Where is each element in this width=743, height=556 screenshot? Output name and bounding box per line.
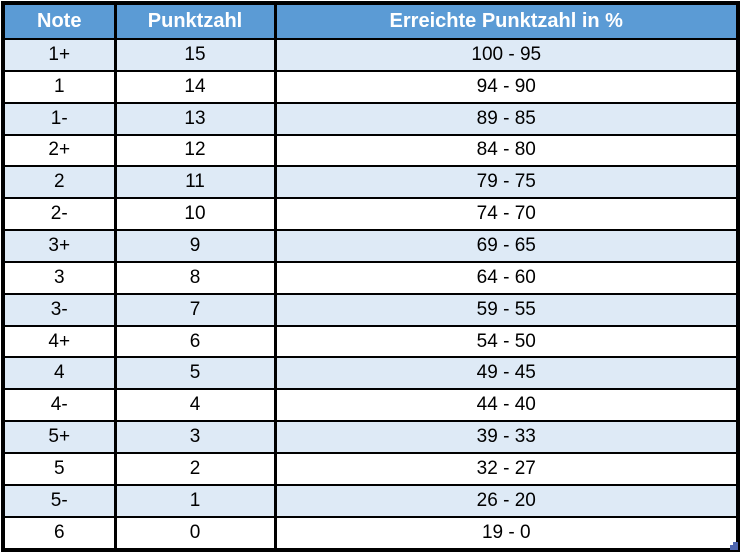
cell-note: 2 [1, 165, 117, 200]
cell-punktzahl: 0 [113, 515, 277, 552]
cell-prozent: 59 - 55 [273, 292, 740, 327]
table-body: 1+ 15 100 - 95 1 14 94 - 90 1- 13 89 - 85 2+ 12 84 … [1, 38, 740, 552]
header-note: Note [1, 2, 117, 40]
cell-prozent: 49 - 45 [273, 356, 740, 391]
cell-note: 1- [1, 101, 117, 136]
table-row: 1+ 15 100 - 95 [1, 38, 740, 72]
cell-punktzahl: 9 [113, 229, 277, 263]
table-row: 4+ 6 54 - 50 [1, 324, 740, 359]
cell-punktzahl: 12 [113, 133, 277, 168]
cell-punktzahl: 13 [113, 101, 277, 136]
table-row: 3+ 9 69 - 65 [1, 229, 740, 263]
cell-prozent: 79 - 75 [273, 165, 740, 200]
cell-prozent: 44 - 40 [273, 388, 740, 423]
cell-punktzahl: 5 [113, 356, 277, 391]
cell-note: 2- [1, 197, 117, 232]
cell-punktzahl: 1 [113, 483, 277, 518]
header-prozent: Erreichte Punktzahl in % [273, 2, 740, 40]
cell-prozent: 100 - 95 [273, 38, 740, 72]
cell-note: 3+ [1, 229, 117, 263]
cell-note: 5 [1, 451, 117, 486]
cell-prozent: 74 - 70 [273, 197, 740, 232]
cell-punktzahl: 3 [113, 420, 277, 454]
cell-punktzahl: 11 [113, 165, 277, 200]
cell-prozent: 94 - 90 [273, 69, 740, 104]
cell-punktzahl: 4 [113, 388, 277, 423]
table-row: 5- 1 26 - 20 [1, 483, 740, 518]
cell-prozent: 84 - 80 [273, 133, 740, 168]
cell-note: 3- [1, 292, 117, 327]
cell-prozent: 64 - 60 [273, 260, 740, 295]
table-row: 2- 10 74 - 70 [1, 197, 740, 232]
table-row: 2+ 12 84 - 80 [1, 133, 740, 168]
table-row: 3 8 64 - 60 [1, 260, 740, 295]
cell-prozent: 89 - 85 [273, 101, 740, 136]
table-resize-handle-icon[interactable] [730, 542, 738, 550]
cell-note: 1+ [1, 38, 117, 72]
cell-punktzahl: 10 [113, 197, 277, 232]
table-row: 4- 4 44 - 40 [1, 388, 740, 423]
cell-note: 5+ [1, 420, 117, 454]
cell-note: 4 [1, 356, 117, 391]
cell-prozent: 69 - 65 [273, 229, 740, 263]
table-row: 5+ 3 39 - 33 [1, 420, 740, 454]
cell-note: 1 [1, 69, 117, 104]
cell-prozent: 26 - 20 [273, 483, 740, 518]
cell-prozent: 54 - 50 [273, 324, 740, 359]
cell-note: 4+ [1, 324, 117, 359]
cell-punktzahl: 2 [113, 451, 277, 486]
cell-punktzahl: 8 [113, 260, 277, 295]
cell-note: 3 [1, 260, 117, 295]
table-row: 6 0 19 - 0 [1, 515, 740, 552]
cell-punktzahl: 7 [113, 292, 277, 327]
cell-punktzahl: 6 [113, 324, 277, 359]
cell-prozent: 32 - 27 [273, 451, 740, 486]
table-row: 1- 13 89 - 85 [1, 101, 740, 136]
cell-punktzahl: 15 [113, 38, 277, 72]
table-row: 4 5 49 - 45 [1, 356, 740, 391]
table-row: 2 11 79 - 75 [1, 165, 740, 200]
table-row: 3- 7 59 - 55 [1, 292, 740, 327]
cell-note: 4- [1, 388, 117, 423]
table-row: 1 14 94 - 90 [1, 69, 740, 104]
cell-note: 2+ [1, 133, 117, 168]
cell-prozent: 19 - 0 [273, 515, 740, 552]
cell-prozent: 39 - 33 [273, 420, 740, 454]
header-row: Note Punktzahl Erreichte Punktzahl in % [1, 2, 740, 40]
cell-note: 5- [1, 483, 117, 518]
table-row: 5 2 32 - 27 [1, 451, 740, 486]
cell-note: 6 [1, 515, 117, 552]
cell-punktzahl: 14 [113, 69, 277, 104]
header-punktzahl: Punktzahl [113, 2, 277, 40]
